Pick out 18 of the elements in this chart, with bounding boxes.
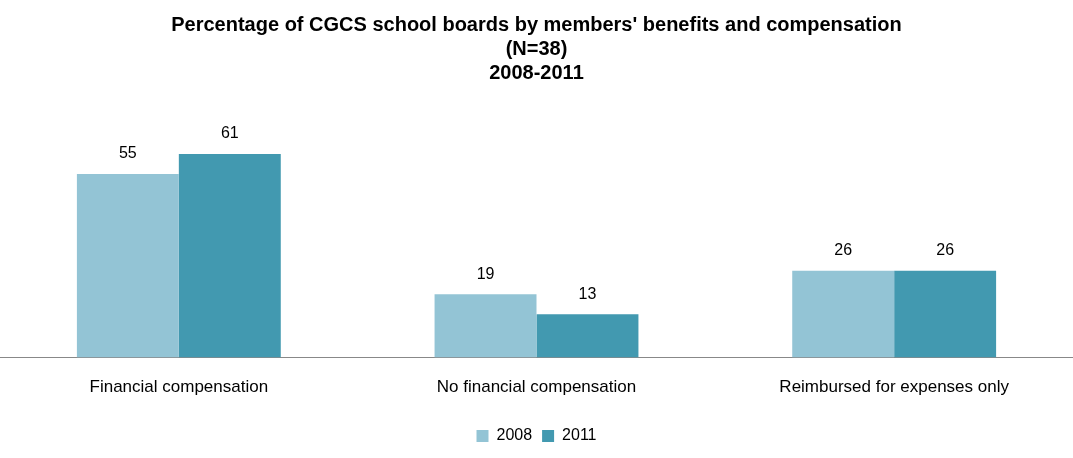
data-label: 26: [936, 241, 955, 259]
x-tick-label: Financial compensation: [89, 377, 269, 397]
x-tick-label: Reimbursed for expenses only: [779, 377, 1010, 397]
bar: [894, 270, 997, 358]
bar: [792, 270, 895, 358]
bar: [536, 314, 639, 358]
x-tick-label: No financial compensation: [436, 377, 637, 397]
data-label: 13: [578, 284, 597, 302]
legend-label: 2011: [562, 426, 597, 444]
data-label: 26: [834, 241, 853, 259]
bar: [178, 154, 281, 358]
data-label: 55: [118, 144, 137, 162]
bar: [434, 294, 537, 358]
data-label: 61: [220, 124, 239, 142]
legend-label: 2008: [496, 426, 533, 444]
data-label: 19: [476, 264, 495, 282]
chart-title: Percentage of CGCS school boards by members' benefits and compensation (N=38) 2008-2011: [170, 12, 903, 84]
bar: [76, 174, 179, 358]
